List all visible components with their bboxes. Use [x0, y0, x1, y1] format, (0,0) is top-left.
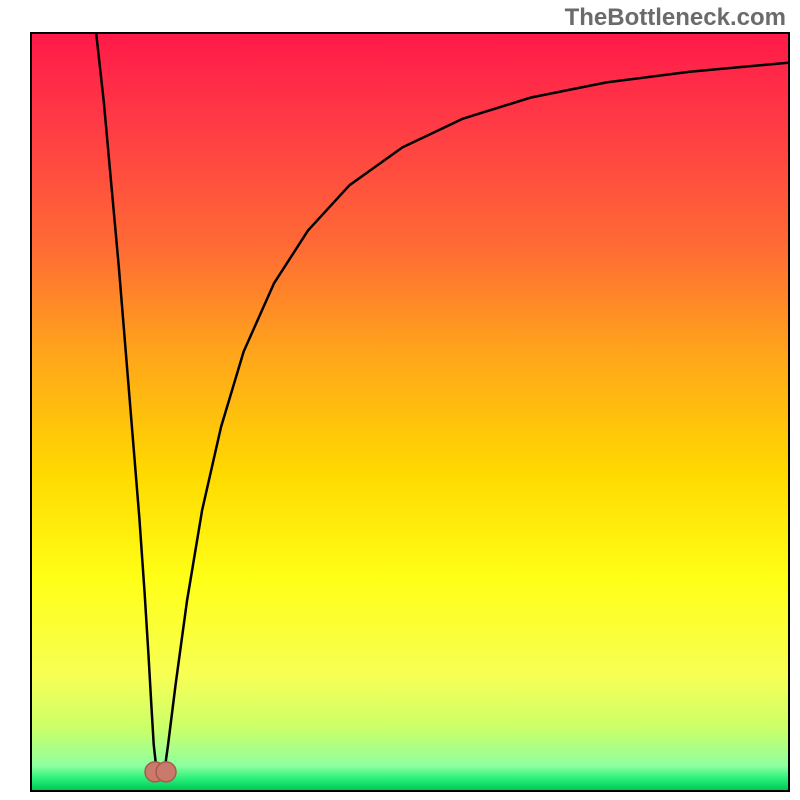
notch-marker	[145, 762, 176, 782]
watermark-text: TheBottleneck.com	[565, 4, 786, 32]
plot-background	[32, 34, 788, 790]
plot-frame	[30, 32, 790, 792]
plot-svg	[32, 34, 788, 790]
page-root: TheBottleneck.com	[0, 0, 800, 800]
